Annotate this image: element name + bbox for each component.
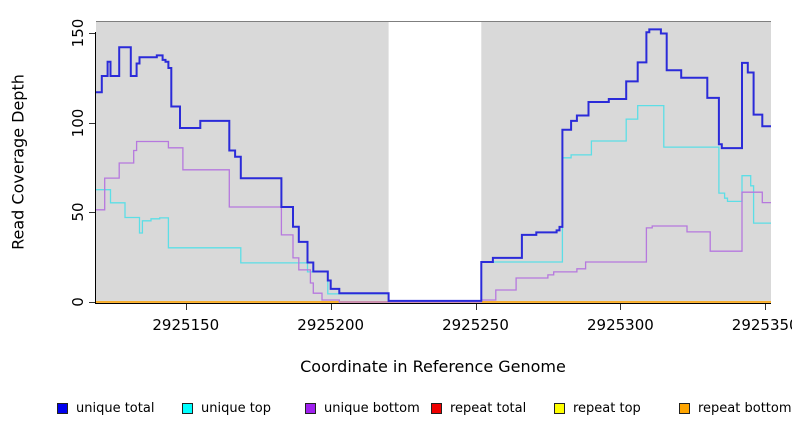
legend-label: unique bottom [324,400,420,416]
x-tick-label: 2925150 [152,316,220,334]
legend-item-unique-top: unique top [182,400,272,416]
coverage-plot [96,21,771,303]
legend-item-repeat-bottom: repeat bottom [679,400,792,416]
y-tick-mark [89,33,95,34]
y-tick-mark [89,122,95,124]
x-tick-label: 2925350 [731,316,792,334]
series-unique-top [96,104,771,303]
x-tick-mark [330,304,332,310]
legend-label: repeat top [573,400,641,416]
legend-label: unique top [201,400,272,416]
y-axis-label: Read Coverage Depth [8,74,28,250]
x-tick-label: 2925200 [297,316,365,334]
y-tick-label: 150 [69,18,87,48]
y-tick-label: 100 [69,108,87,138]
legend-item-unique-total: unique total [57,400,155,416]
y-tick-label: 0 [69,297,87,307]
legend-swatch-unique-bottom [305,402,316,414]
x-tick-mark [475,304,477,310]
legend-label: repeat total [450,400,527,416]
legend-item-repeat-total: repeat total [431,400,527,416]
y-axis-line [95,32,96,304]
y-tick-mark [89,212,95,214]
series-unique-total [96,28,771,302]
y-tick-mark [89,302,95,303]
x-tick-label: 2925250 [442,316,509,334]
x-axis-label: Coordinate in Reference Genome [300,357,566,376]
legend-swatch-repeat-top [554,402,565,414]
x-tick-mark [620,304,622,310]
x-tick-mark [765,304,767,310]
legend-swatch-repeat-total [431,402,442,414]
legend-swatch-unique-total [57,402,68,414]
legend-item-unique-bottom: unique bottom [305,400,420,416]
highlight-region [96,21,389,302]
legend-label: repeat bottom [698,400,792,416]
legend-label: unique total [76,400,155,416]
y-tick-label: 50 [69,202,87,222]
legend-swatch-repeat-bottom [679,402,690,414]
legend-item-repeat-top: repeat top [554,400,641,416]
series-unique-bottom [96,140,771,303]
x-axis-line [95,303,771,304]
legend-swatch-unique-top [182,402,193,414]
highlight-region [481,21,771,302]
x-tick-label: 2925300 [586,316,654,334]
x-tick-mark [185,304,187,310]
plot-area [96,21,771,304]
